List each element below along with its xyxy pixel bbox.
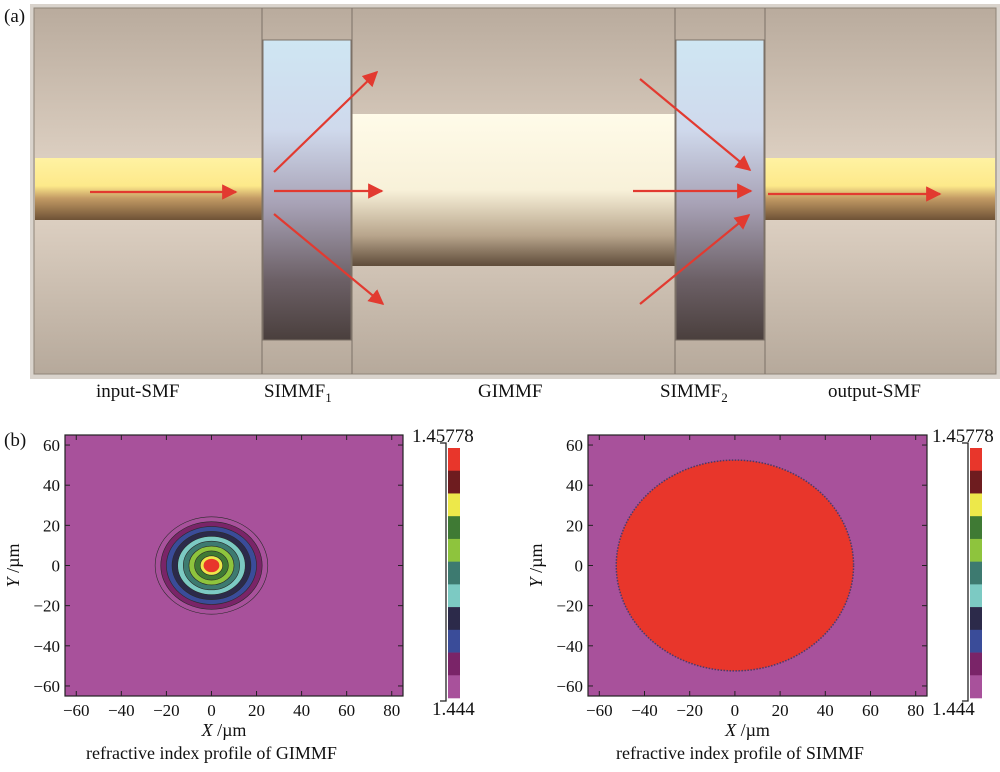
caption-gimmf: refractive index profile of GIMMF: [86, 743, 337, 763]
x-tick-label: −40: [108, 701, 135, 720]
colorbar-swatch: [970, 493, 982, 517]
x-tick-label: 80: [383, 701, 400, 720]
colorbar-swatch: [448, 607, 460, 631]
light-arrow: [639, 78, 752, 171]
y-axis-label: Y /µm: [526, 544, 546, 588]
refractive-index-plots: −60 −40 −20 0 20 40 60 80 60 40 20 0 −20 −40 −60 X /µm Y…: [3, 434, 982, 740]
core-center: [203, 558, 220, 573]
y-tick-label: 40: [566, 476, 583, 495]
label-input-smf: input-SMF: [96, 381, 180, 402]
colorbar-swatch: [970, 561, 982, 585]
x-tick-label: −60: [63, 701, 90, 720]
x-tick-label: −40: [631, 701, 658, 720]
y-tick-label: 60: [566, 436, 583, 455]
colorbar-swatch: [970, 629, 982, 653]
colorbar-min-right: 1.444: [932, 699, 975, 720]
label-simmf2: SIMMF2: [660, 381, 728, 405]
y-tick-label: −60: [33, 677, 60, 696]
y-tick-label: 0: [575, 557, 584, 576]
colorbar-swatch: [970, 448, 982, 472]
label-output-smf: output-SMF: [828, 381, 921, 402]
x-tick-label: 40: [817, 701, 834, 720]
colorbar-swatch: [448, 448, 460, 472]
colorbar-bracket: [440, 442, 447, 702]
colorbar-swatch: [970, 675, 982, 699]
y-tick-label: 60: [43, 436, 60, 455]
colorbar-swatch: [448, 675, 460, 699]
x-tick-label: −20: [676, 701, 703, 720]
x-tick-label: 0: [731, 701, 740, 720]
y-axis-label: Y /µm: [3, 544, 23, 588]
colorbar-bracket: [962, 442, 969, 702]
label-gimmf: GIMMF: [478, 381, 543, 402]
x-tick-label: 60: [862, 701, 879, 720]
input-smf-core: [35, 158, 263, 220]
panel-a-tag: (a): [4, 6, 26, 27]
x-tick-label: 40: [293, 701, 310, 720]
gimmf-core: [352, 114, 675, 266]
y-tick-label: −20: [556, 597, 583, 616]
colorbar-swatch: [448, 629, 460, 653]
y-tick-label: −40: [556, 637, 583, 656]
colorbar-swatch: [970, 652, 982, 676]
y-tick-label: −20: [33, 597, 60, 616]
y-tick-label: −60: [556, 677, 583, 696]
colorbar-swatch: [970, 538, 982, 562]
y-tick-label: −40: [33, 637, 60, 656]
colorbar-swatch: [448, 538, 460, 562]
x-tick-label: 0: [207, 701, 216, 720]
x-tick-label: 20: [248, 701, 265, 720]
simmf-core: [615, 459, 855, 672]
colorbar-max-right: 1.45778: [932, 426, 994, 447]
output-smf-core: [765, 158, 995, 220]
x-tick-label: −20: [153, 701, 180, 720]
light-arrow: [273, 70, 379, 173]
colorbar-swatch: [448, 470, 460, 494]
x-tick-label: 60: [338, 701, 355, 720]
panel-b-tag: (b): [4, 430, 27, 451]
colorbar-swatch: [448, 561, 460, 585]
colorbar-max-left: 1.45778: [412, 426, 474, 447]
x-tick-label: 80: [907, 701, 924, 720]
colorbar-swatch: [970, 516, 982, 540]
label-simmf1: SIMMF1: [264, 381, 332, 405]
x-tick-label: −60: [586, 701, 613, 720]
light-arrow: [639, 214, 751, 305]
y-tick-label: 20: [43, 516, 60, 535]
colorbar-min-left: 1.444: [432, 699, 475, 720]
fiber-structure-diagram: [30, 4, 1000, 379]
colorbar-swatch: [448, 493, 460, 517]
colorbar-swatch: [448, 652, 460, 676]
colorbar-swatch: [970, 584, 982, 608]
y-tick-label: 0: [52, 557, 61, 576]
colorbar-swatch: [448, 516, 460, 540]
x-tick-label: 20: [772, 701, 789, 720]
x-axis-label: X /µm: [201, 720, 247, 740]
colorbar-swatch: [448, 584, 460, 608]
light-arrow: [273, 213, 385, 305]
y-tick-label: 20: [566, 516, 583, 535]
y-tick-label: 40: [43, 476, 60, 495]
x-axis-label: X /µm: [724, 720, 770, 740]
caption-simmf: refractive index profile of SIMMF: [616, 743, 864, 763]
colorbar-swatch: [970, 470, 982, 494]
colorbar-swatch: [970, 607, 982, 631]
